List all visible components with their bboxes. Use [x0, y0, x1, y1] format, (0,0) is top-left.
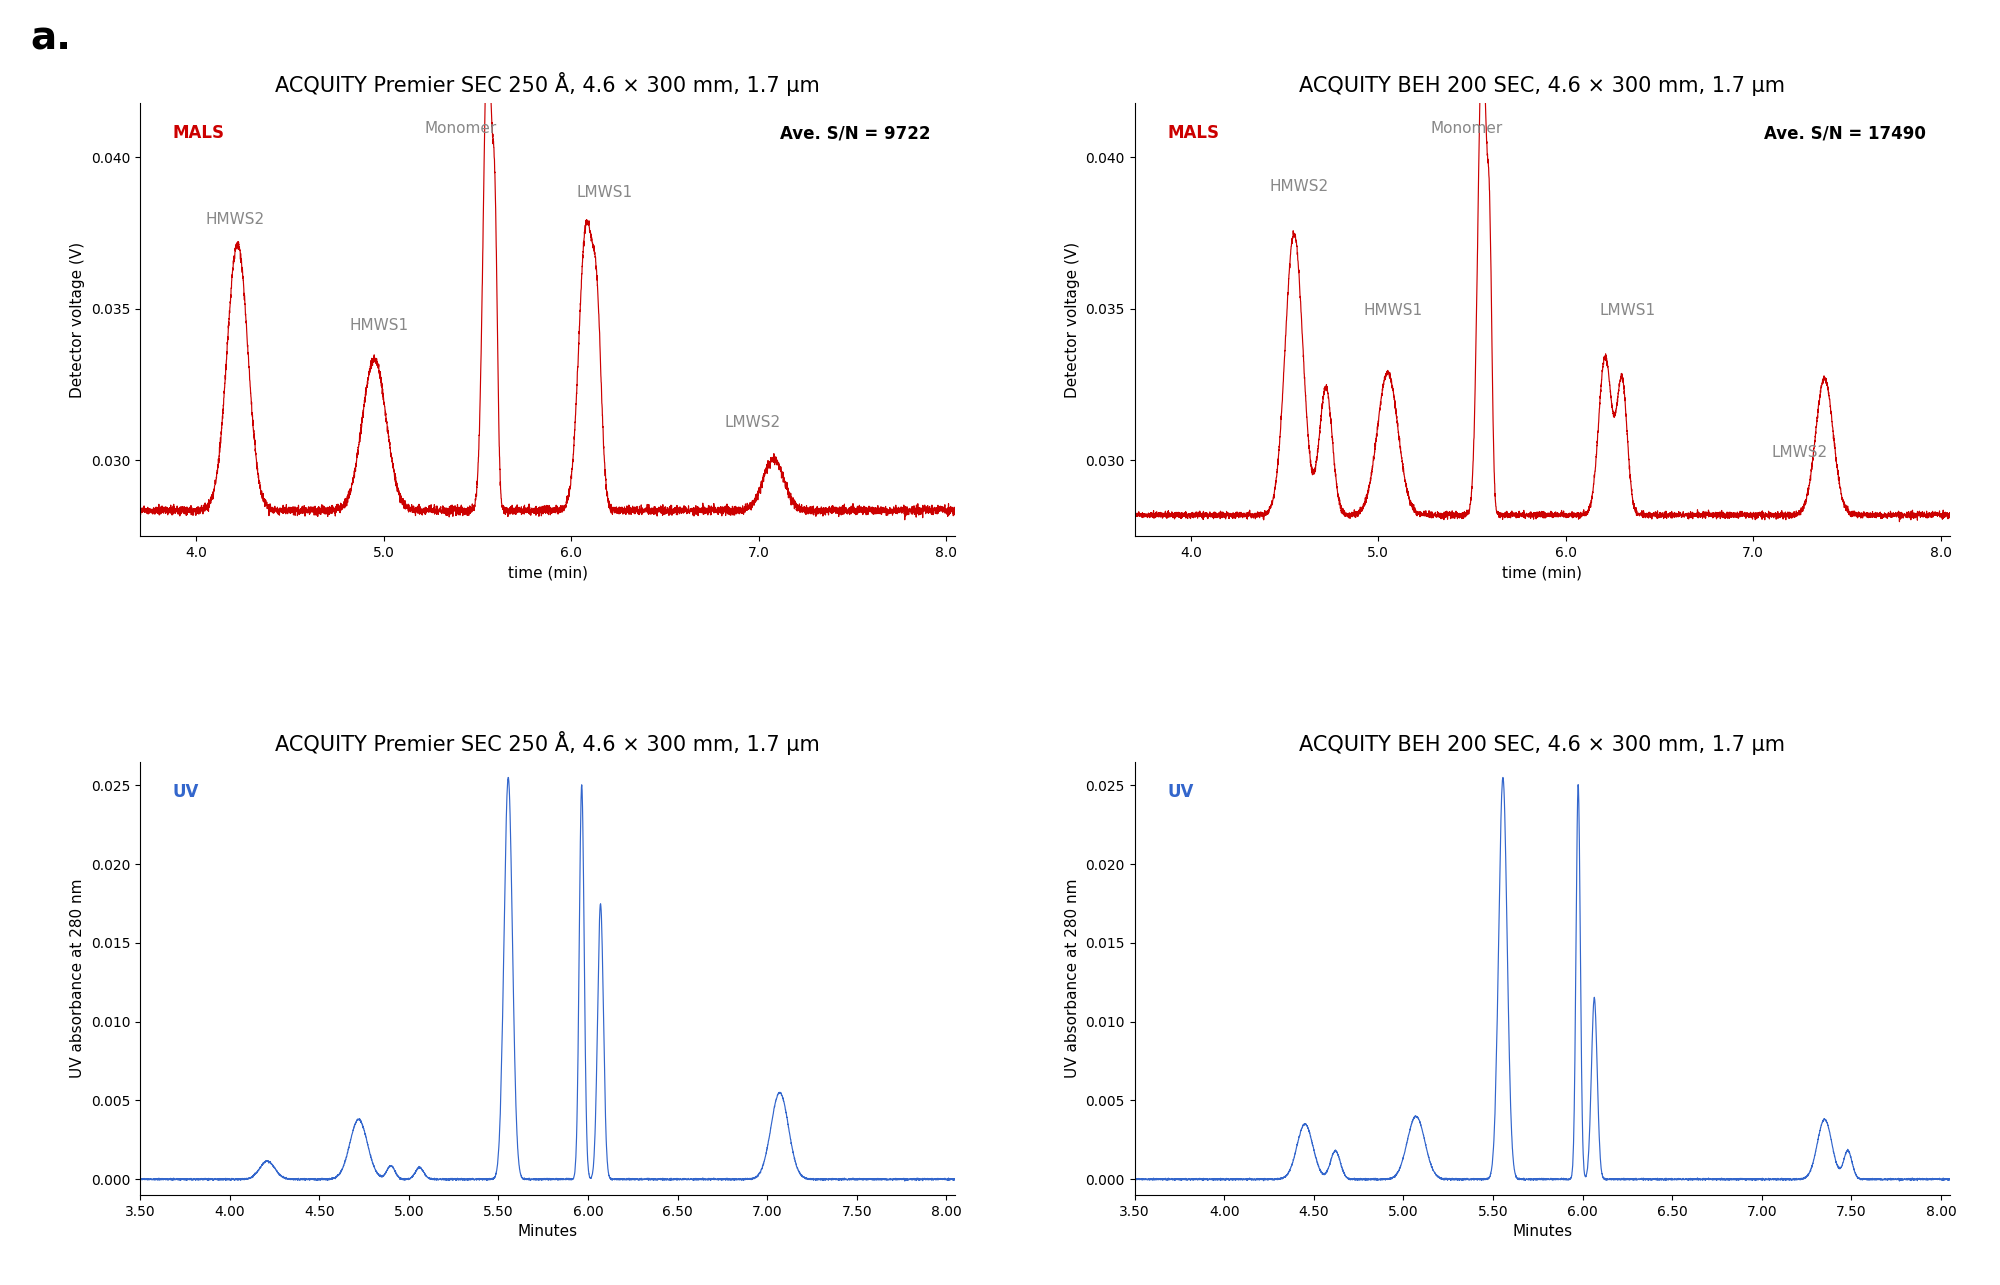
Text: MALS: MALS [172, 125, 224, 143]
Text: HMWS1: HMWS1 [1364, 303, 1422, 317]
Text: Monomer: Monomer [1430, 121, 1504, 136]
Text: a.: a. [30, 19, 72, 58]
Text: UV: UV [172, 784, 198, 802]
Text: LMWS1: LMWS1 [576, 185, 632, 199]
Text: HMWS1: HMWS1 [350, 319, 410, 333]
Text: LMWS2: LMWS2 [1772, 446, 1828, 460]
Text: MALS: MALS [1168, 125, 1220, 143]
Y-axis label: UV absorbance at 280 nm: UV absorbance at 280 nm [70, 879, 86, 1078]
Text: LMWS2: LMWS2 [724, 415, 780, 430]
Text: Ave. S/N = 9722: Ave. S/N = 9722 [780, 125, 930, 143]
X-axis label: time (min): time (min) [508, 565, 588, 581]
Title: ACQUITY Premier SEC 250 Å, 4.6 × 300 mm, 1.7 μm: ACQUITY Premier SEC 250 Å, 4.6 × 300 mm,… [276, 72, 820, 95]
Y-axis label: Detector voltage (V): Detector voltage (V) [1066, 242, 1080, 397]
X-axis label: Minutes: Minutes [518, 1225, 578, 1239]
Y-axis label: UV absorbance at 280 nm: UV absorbance at 280 nm [1064, 879, 1080, 1078]
Y-axis label: Detector voltage (V): Detector voltage (V) [70, 242, 86, 397]
Text: HMWS2: HMWS2 [206, 212, 264, 227]
Title: ACQUITY BEH 200 SEC, 4.6 × 300 mm, 1.7 μm: ACQUITY BEH 200 SEC, 4.6 × 300 mm, 1.7 μ… [1300, 76, 1786, 95]
Text: HMWS2: HMWS2 [1270, 179, 1328, 194]
Title: ACQUITY BEH 200 SEC, 4.6 × 300 mm, 1.7 μm: ACQUITY BEH 200 SEC, 4.6 × 300 mm, 1.7 μ… [1300, 735, 1786, 754]
X-axis label: Minutes: Minutes [1512, 1225, 1572, 1239]
Text: UV: UV [1168, 784, 1194, 802]
X-axis label: time (min): time (min) [1502, 565, 1582, 581]
Text: LMWS1: LMWS1 [1600, 303, 1656, 317]
Text: Monomer: Monomer [424, 121, 498, 136]
Text: Ave. S/N = 17490: Ave. S/N = 17490 [1764, 125, 1926, 143]
Title: ACQUITY Premier SEC 250 Å, 4.6 × 300 mm, 1.7 μm: ACQUITY Premier SEC 250 Å, 4.6 × 300 mm,… [276, 730, 820, 754]
